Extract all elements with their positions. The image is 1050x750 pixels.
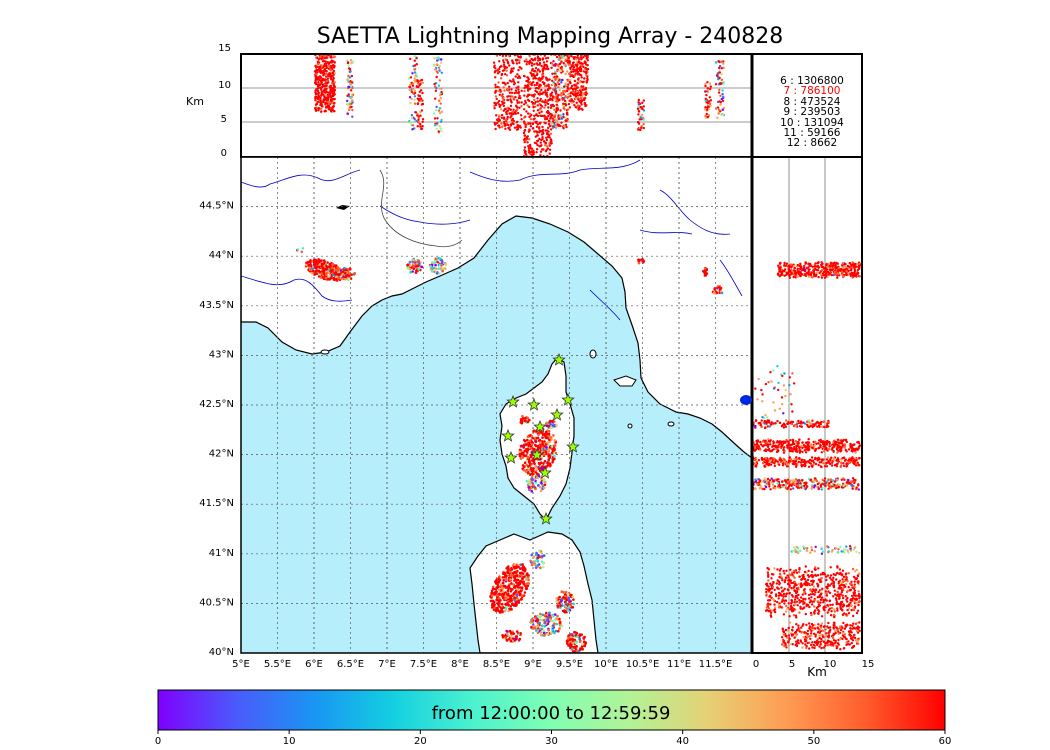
chart-title: SAETTA Lightning Mapping Array - 240828 xyxy=(316,24,784,49)
side-tick-5: 5 xyxy=(789,659,795,670)
latitude-tick: 42.5°N xyxy=(199,399,234,410)
station-count-8: 8 : 473524 xyxy=(784,96,841,108)
latitude-axis: 40°N 40.5°N 41°N 41.5°N 42°N 42.5°N 43°N 43.5°N… xyxy=(199,201,234,658)
side-tick-15: 15 xyxy=(862,659,875,670)
side-lightning-points xyxy=(752,261,862,651)
longitude-tick: 6.5°E xyxy=(337,659,364,670)
station-count-7: 7 : 786100 xyxy=(784,85,841,97)
lma-station-star-icon xyxy=(561,392,575,406)
lma-station-star-icon xyxy=(539,511,553,525)
latitude-tick: 40.5°N xyxy=(199,597,234,608)
side-tick-10: 10 xyxy=(824,659,837,670)
station-count-10: 10 : 131094 xyxy=(780,117,844,129)
side-panel: 0 5 10 15 Km xyxy=(740,156,875,679)
blue-marker xyxy=(740,395,752,405)
colorbar-tick: 10 xyxy=(283,736,296,747)
altitude-unit-label: Km xyxy=(186,95,204,108)
side-unit-label: Km xyxy=(807,665,827,679)
lma-station-star-icon xyxy=(527,397,541,411)
country-border xyxy=(379,169,463,248)
side-tick-0: 0 xyxy=(753,659,759,670)
station-counts: 6 : 1306800 7 : 786100 8 : 473524 9 : 23… xyxy=(780,75,844,149)
altitude-panel: 15 10 5 0 Km xyxy=(186,43,863,159)
colorbar-tick: 40 xyxy=(676,736,689,747)
lma-station-star-icon xyxy=(533,419,547,433)
colorbar-tick: 0 xyxy=(155,736,161,747)
latitude-tick: 41°N xyxy=(209,548,234,559)
colorbar-tick: 20 xyxy=(414,736,427,747)
longitude-tick: 5°E xyxy=(232,659,250,670)
colorbar-gradient xyxy=(157,689,946,731)
altitude-tick-15: 15 xyxy=(218,43,231,54)
capraia-island xyxy=(589,349,597,359)
longitude-tick: 11.5°E xyxy=(699,659,733,670)
altitude-tick-10: 10 xyxy=(218,80,231,91)
colorbar-tick: 60 xyxy=(939,736,952,747)
latitude-tick: 44°N xyxy=(209,250,234,261)
lma-station-star-icon xyxy=(566,439,580,453)
map-gridlines xyxy=(241,157,752,653)
latitude-tick: 43.5°N xyxy=(199,300,234,311)
hyeres-island xyxy=(320,349,330,355)
colorbar-tick: 30 xyxy=(545,736,558,747)
station-count-6: 6 : 1306800 xyxy=(780,75,844,87)
latitude-tick: 40°N xyxy=(209,647,234,658)
station-count-12: 12 : 8662 xyxy=(787,137,837,149)
altitude-tick-0: 0 xyxy=(221,148,227,159)
map-lightning-points xyxy=(296,247,724,653)
longitude-tick: 8.5°E xyxy=(483,659,510,670)
lma-station-star-icon xyxy=(552,352,566,366)
elba-island xyxy=(613,375,637,387)
mainland xyxy=(241,157,752,459)
latitude-tick: 41.5°N xyxy=(199,498,234,509)
altitude-lightning-points xyxy=(313,54,726,157)
colorbar-caption: from 12:00:00 to 12:59:59 xyxy=(432,703,671,724)
longitude-tick: 9°E xyxy=(524,659,542,670)
altitude-tick-5: 5 xyxy=(221,114,227,125)
longitude-tick: 10°E xyxy=(594,659,618,670)
latitude-tick: 44.5°N xyxy=(199,201,234,212)
lma-station-star-icon xyxy=(501,428,515,442)
longitude-tick: 11°E xyxy=(667,659,691,670)
lma-stations xyxy=(501,352,580,525)
longitude-tick: 9.5°E xyxy=(556,659,583,670)
longitude-tick: 5.5°E xyxy=(264,659,291,670)
lma-station-star-icon xyxy=(506,394,520,408)
colorbar: from 12:00:00 to 12:59:59 0 10 20 30 40 50 60 xyxy=(155,689,952,747)
lma-station-star-icon xyxy=(504,450,518,464)
station-count-9: 9 : 239503 xyxy=(784,106,841,118)
station-count-11: 11 : 59166 xyxy=(784,127,841,139)
longitude-tick: 6°E xyxy=(305,659,323,670)
giglio-island xyxy=(667,421,675,427)
longitude-axis: 5°E 5.5°E 6°E 6.5°E 7°E 7.5°E 8°E 8.5°E 9°E 9.5°E… xyxy=(232,659,732,670)
lma-station-star-icon xyxy=(530,447,544,461)
lma-station-star-icon xyxy=(538,465,552,479)
sardinia-island xyxy=(469,531,599,653)
lma-station-star-icon xyxy=(550,407,564,421)
map-panel xyxy=(241,157,752,653)
longitude-tick: 7.5°E xyxy=(410,659,437,670)
longitude-tick: 10.5°E xyxy=(626,659,660,670)
montecristo-island xyxy=(627,423,633,429)
colorbar-ticks: 0 10 20 30 40 50 60 xyxy=(155,730,952,747)
latitude-tick: 43°N xyxy=(209,349,234,360)
longitude-tick: 7°E xyxy=(378,659,396,670)
longitude-tick: 8°E xyxy=(451,659,469,670)
colorbar-tick: 50 xyxy=(807,736,820,747)
latitude-tick: 42°N xyxy=(209,449,234,460)
